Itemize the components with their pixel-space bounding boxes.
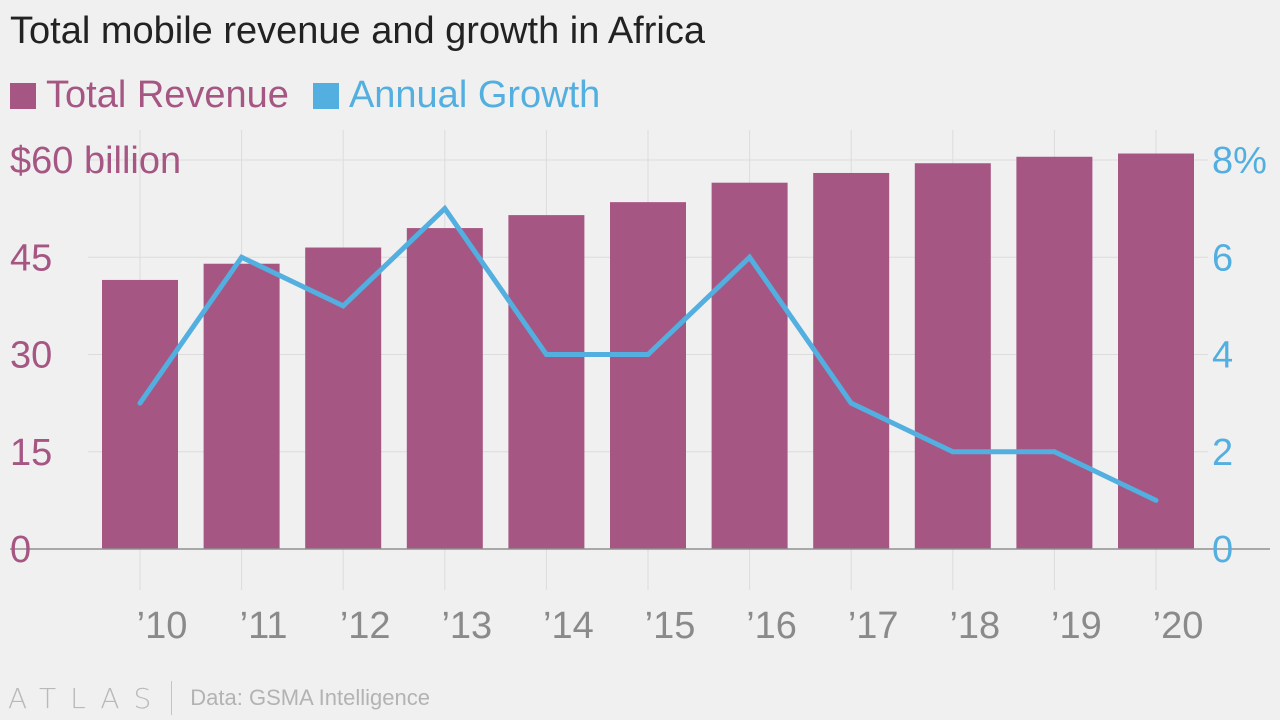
bar-revenue-6 xyxy=(711,182,788,550)
y-right-tick-label-3: 6 xyxy=(1212,237,1233,279)
x-tick-label-10: ’20 xyxy=(1153,605,1204,647)
y-left-tick-label-4: $60 billion xyxy=(10,140,181,182)
point-growth-10 xyxy=(1153,497,1159,503)
bar-revenue-3 xyxy=(406,228,483,549)
bar-revenue-2 xyxy=(305,247,382,549)
x-tick-label-3: ’13 xyxy=(441,605,492,647)
point-growth-0 xyxy=(137,400,143,406)
y-right-tick-label-2: 4 xyxy=(1212,335,1233,377)
point-growth-5 xyxy=(645,352,651,357)
chart-title: Total mobile revenue and growth in Afric… xyxy=(10,10,705,52)
legend-item-total-revenue: Total Revenue xyxy=(10,74,289,117)
x-tick-label-8: ’18 xyxy=(949,605,1000,647)
y-right-tick-label-1: 2 xyxy=(1212,432,1233,474)
legend-item-annual-growth: Annual Growth xyxy=(312,74,601,117)
x-tick-label-0: ’10 xyxy=(137,605,188,647)
bar-revenue-4 xyxy=(508,215,585,549)
bar-revenue-7 xyxy=(813,172,890,549)
bar-revenue-1 xyxy=(203,263,280,549)
x-tick-label-9: ’19 xyxy=(1051,605,1102,647)
legend-swatch-annual-growth xyxy=(312,82,339,109)
x-tick-label-6: ’16 xyxy=(746,605,797,647)
x-tick-label-5: ’15 xyxy=(645,605,696,647)
point-growth-9 xyxy=(1051,449,1057,455)
y-right-tick-label-0: 0 xyxy=(1212,529,1233,571)
x-tick-label-1: ’11 xyxy=(240,605,288,647)
footer-divider xyxy=(171,681,173,715)
point-growth-3 xyxy=(442,206,448,212)
legend-label-total-revenue: Total Revenue xyxy=(46,74,289,116)
y-left-tick-label-1: 15 xyxy=(10,432,52,474)
y-left-tick-label-0: 0 xyxy=(10,529,31,571)
y-left-tick-label-3: 45 xyxy=(10,237,52,279)
source-note: Data: GSMA Intelligence xyxy=(190,685,430,710)
bar-revenue-5 xyxy=(610,202,686,549)
y-left-tick-label-2: 30 xyxy=(10,335,52,377)
axis-labels: ’10’11’12’13’14’15’16’17’18’19’200153045… xyxy=(10,140,1267,647)
growth-line xyxy=(137,204,1159,503)
bar-revenue-0 xyxy=(102,279,178,549)
footer: ATLAS Data: GSMA Intelligence xyxy=(0,676,1280,720)
y-right-tick-label-4: 8% xyxy=(1212,140,1267,182)
x-tick-label-7: ’17 xyxy=(848,605,899,647)
combo-chart: ’10’11’12’13’14’15’16’17’18’19’200153045… xyxy=(10,130,1270,647)
point-growth-6 xyxy=(747,254,753,260)
legend-swatch-total-revenue xyxy=(10,82,36,109)
point-growth-1 xyxy=(239,254,245,260)
point-growth-8 xyxy=(950,449,956,455)
legend-label-annual-growth: Annual Growth xyxy=(348,74,601,116)
point-growth-2 xyxy=(340,303,346,309)
x-tick-label-4: ’14 xyxy=(543,605,594,647)
revenue-bars xyxy=(102,153,1194,550)
bar-revenue-9 xyxy=(1016,156,1093,549)
point-growth-4 xyxy=(543,352,549,357)
legend: Total Revenue Annual Growth xyxy=(10,74,624,117)
bar-revenue-8 xyxy=(914,163,991,549)
point-growth-7 xyxy=(848,400,854,406)
x-tick-label-2: ’12 xyxy=(340,605,391,647)
bar-revenue-10 xyxy=(1118,153,1194,549)
atlas-logo: ATLAS xyxy=(8,681,166,715)
